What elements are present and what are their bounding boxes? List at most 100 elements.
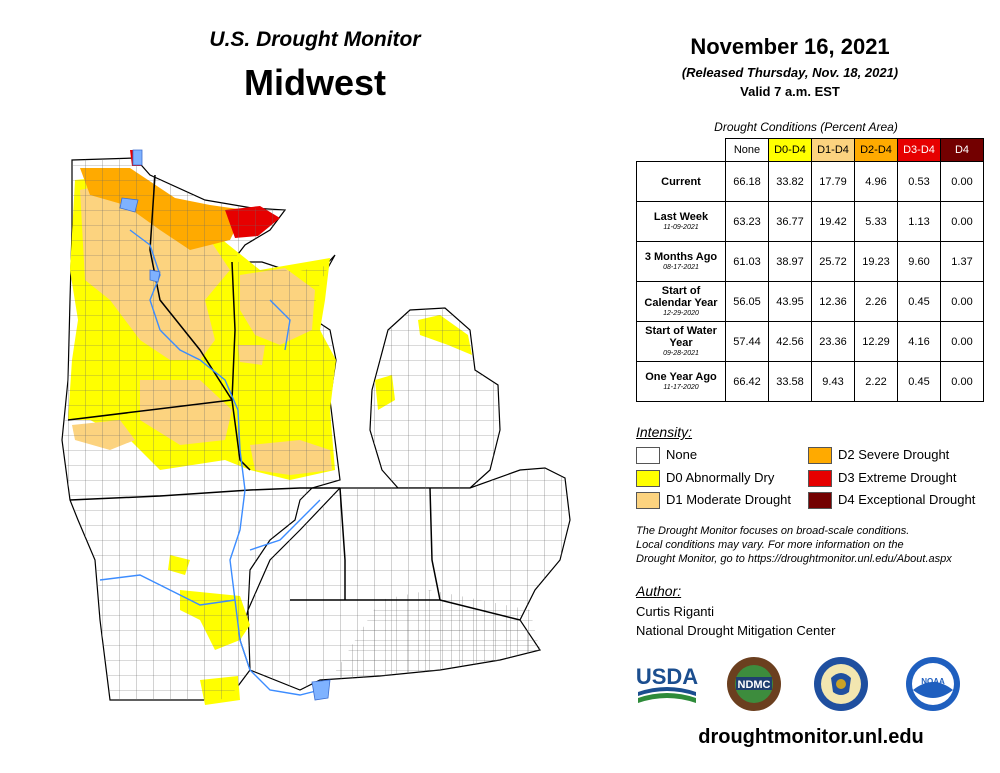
table-cell: 38.97 (768, 241, 812, 282)
table-cell: 0.45 (897, 281, 941, 322)
map-date: November 16, 2021 (690, 34, 890, 59)
col-header: D2-D4 (854, 138, 898, 162)
col-header: D3-D4 (897, 138, 941, 162)
row-label-text: Current (661, 175, 701, 188)
row-label-text: 3 Months Ago (644, 251, 718, 263)
drought-stats-table: None D0-D4 D1-D4 D2-D4 D3-D4 D4 Current 6… (636, 138, 984, 402)
legend-swatch (636, 470, 660, 487)
table-cell: 42.56 (768, 321, 812, 362)
col-header: None (725, 138, 769, 162)
legend-label: D1 Moderate Drought (666, 492, 792, 507)
ndmc-logo-text: NDMC (738, 679, 771, 691)
table-corner (636, 138, 726, 162)
table-cell: 57.44 (725, 321, 769, 362)
table-cell: 0.53 (897, 161, 941, 202)
row-label: Current (636, 161, 726, 202)
release-date: (Released Thursday, Nov. 18, 2021) (681, 65, 899, 80)
legend-swatch (636, 447, 660, 464)
col-header: D4 (940, 138, 984, 162)
table-cell: 33.58 (768, 361, 812, 402)
row-label: Start of Calendar Year 12-29-2020 (636, 281, 726, 322)
table-cell: 9.43 (811, 361, 855, 402)
table-row: Last Week 11-09-2021 63.23 36.77 19.42 5.33 1.… (636, 201, 984, 242)
table-cell: 17.79 (811, 161, 855, 202)
legend-label: D3 Extreme Drought (838, 470, 957, 485)
row-label: Last Week 11-09-2021 (636, 201, 726, 242)
table-row: Start of Water Year 09-28-2021 57.44 42.56 2… (636, 321, 984, 362)
row-date: 08-17-2021 (663, 264, 699, 271)
ndmc-logo: NDMC (727, 657, 781, 711)
col-header: D1-D4 (811, 138, 855, 162)
table-cell: 63.23 (725, 201, 769, 242)
noaa-logo: NOAA (906, 657, 960, 711)
row-label: One Year Ago 11-17-2020 (636, 361, 726, 402)
valid-time: Valid 7 a.m. EST (740, 84, 840, 99)
row-label-text: One Year Ago (645, 371, 717, 383)
map-subtitle: U.S. Drought Monitor (209, 28, 421, 51)
legend-label: D4 Exceptional Drought (838, 492, 976, 507)
website-url: droughtmonitor.unl.edu (698, 726, 924, 748)
legend-label: D2 Severe Drought (838, 447, 950, 462)
disclaimer: The Drought Monitor focuses on broad-sca… (636, 524, 986, 566)
legend-title: Intensity: (636, 424, 693, 440)
table-row: 3 Months Ago 08-17-2021 61.03 38.97 25.72 19.… (636, 241, 984, 282)
legend-label: None (666, 447, 698, 462)
table-cell: 12.36 (811, 281, 855, 322)
row-date: 11-09-2021 (663, 224, 699, 231)
table-cell: 19.23 (854, 241, 898, 282)
row-label: Start of Water Year 09-28-2021 (636, 321, 726, 362)
table-cell: 0.00 (940, 281, 984, 322)
state-boundaries (67, 174, 521, 621)
author-name: Curtis Riganti (636, 604, 715, 619)
table-cell: 5.33 (854, 201, 898, 242)
doc-seal-logo (814, 657, 868, 711)
rivers (99, 229, 321, 696)
disclaimer-line: The Drought Monitor focuses on broad-sca… (636, 525, 910, 537)
table-cell: 4.96 (854, 161, 898, 202)
legend-swatch (808, 447, 832, 464)
table-cell: 0.00 (940, 201, 984, 242)
table-cell: 36.77 (768, 201, 812, 242)
noaa-logo-text: NOAA (921, 677, 945, 686)
table-cell: 0.00 (940, 321, 984, 362)
legend-swatch (636, 492, 660, 509)
row-date: 09-28-2021 (663, 350, 699, 357)
table-cell: 1.13 (897, 201, 941, 242)
drought-map (61, 149, 571, 705)
table-cell: 2.22 (854, 361, 898, 402)
legend-swatch (808, 492, 832, 509)
legend-label: D0 Abnormally Dry (666, 470, 775, 485)
table-cell: 0.45 (897, 361, 941, 402)
table-cell: 0.00 (940, 361, 984, 402)
disclaimer-line: Local conditions may vary. For more info… (636, 539, 904, 551)
table-cell: 2.26 (854, 281, 898, 322)
row-label-text: Last Week (653, 211, 709, 223)
table-row: Current 66.18 33.82 17.79 4.96 0.53 0.00 (636, 161, 984, 202)
table-cell: 4.16 (897, 321, 941, 362)
table-cell: 25.72 (811, 241, 855, 282)
row-label: 3 Months Ago 08-17-2021 (636, 241, 726, 282)
author-label: Author: (636, 583, 682, 599)
table-row: Start of Calendar Year 12-29-2020 56.05 43.… (636, 281, 984, 322)
table-cell: 12.29 (854, 321, 898, 362)
usda-logo: USDA (636, 664, 698, 703)
table-cell: 19.42 (811, 201, 855, 242)
row-date: 11-17-2020 (663, 384, 699, 391)
county-boundaries (62, 158, 570, 700)
lakes (119, 149, 331, 701)
table-title: Drought Conditions (Percent Area) (714, 120, 898, 134)
table-cell: 56.05 (725, 281, 769, 322)
row-date: 12-29-2020 (663, 310, 699, 317)
table-cell: 66.18 (725, 161, 769, 202)
table-cell: 43.95 (768, 281, 812, 322)
author-organization: National Drought Mitigation Center (636, 623, 836, 638)
table-cell: 66.42 (725, 361, 769, 402)
map-region-title: Midwest (243, 62, 386, 103)
table-cell: 1.37 (940, 241, 984, 282)
row-label-text: Start of Water Year (645, 325, 717, 349)
table-row: One Year Ago 11-17-2020 66.42 33.58 9.43 2.22… (636, 361, 984, 402)
table-cell: 9.60 (897, 241, 941, 282)
table-cell: 23.36 (811, 321, 855, 362)
col-header: D0-D4 (768, 138, 812, 162)
legend-swatch (808, 470, 832, 487)
